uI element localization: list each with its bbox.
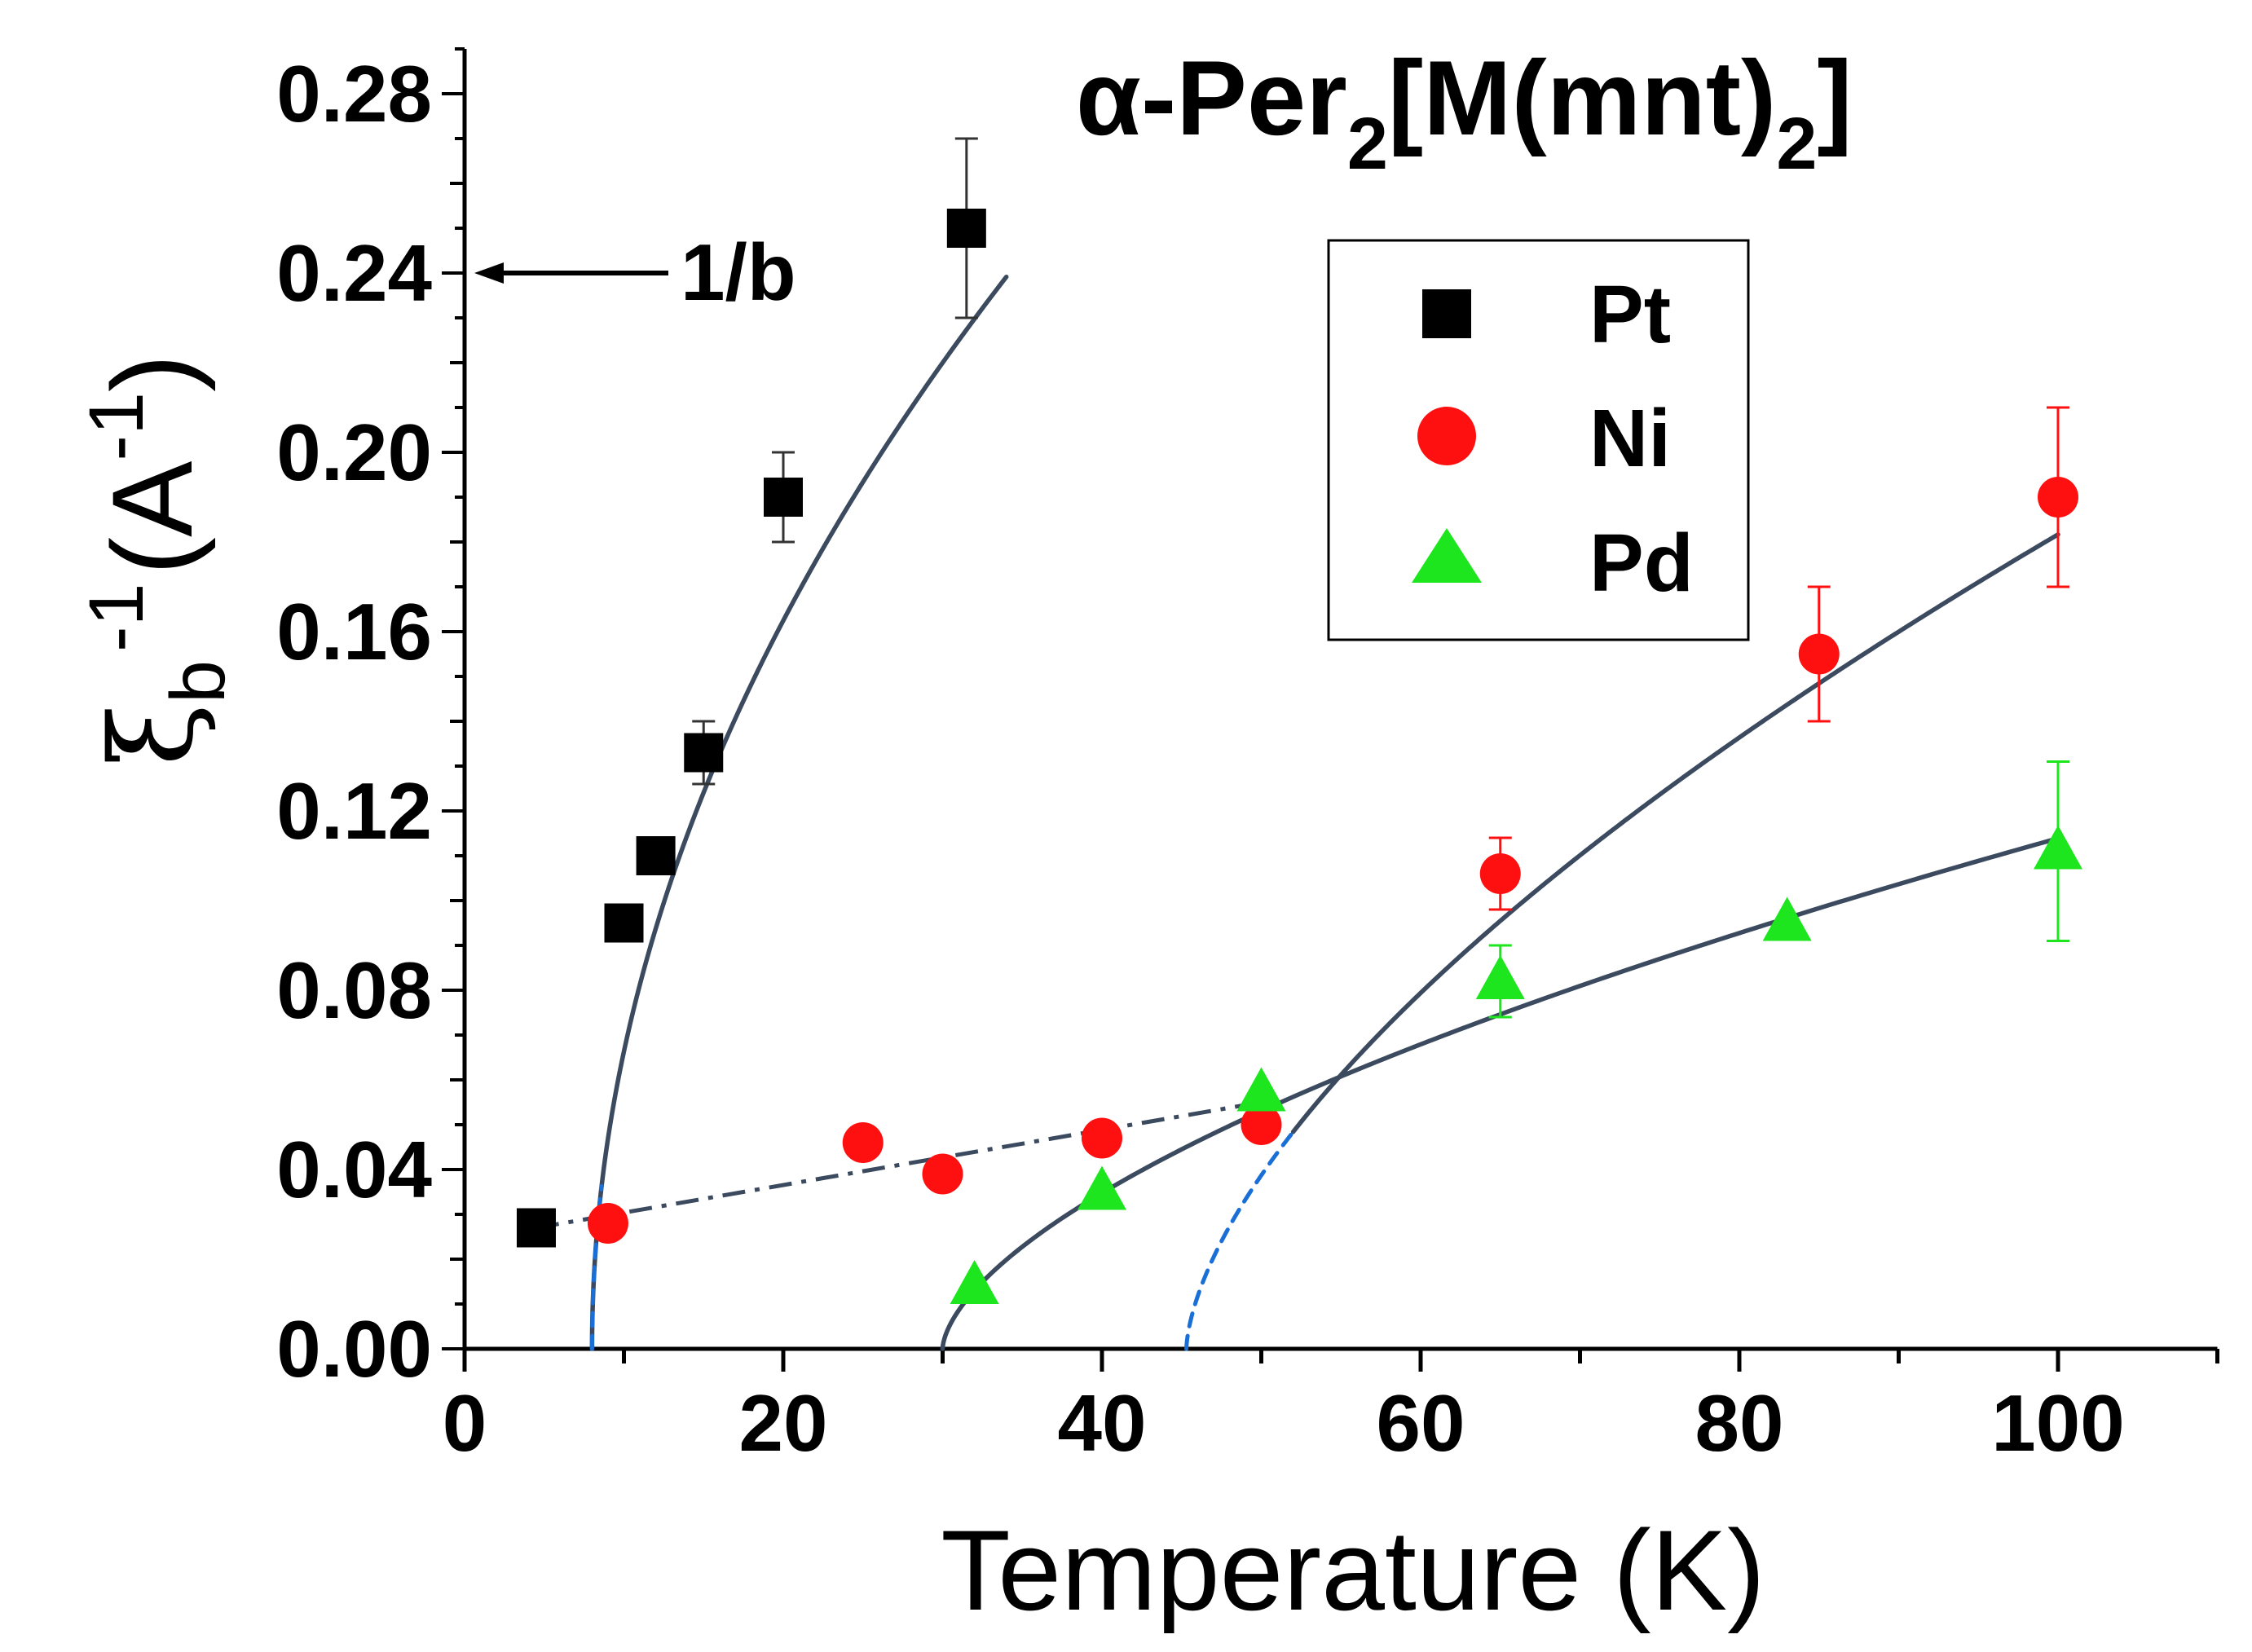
x-tick-label: 60 xyxy=(1376,1378,1465,1468)
annotation-arrow-head xyxy=(474,262,504,284)
chart-title-sub1: 2 xyxy=(1347,104,1388,185)
chart-title-sub2: 2 xyxy=(1776,104,1817,185)
x-tick-label: 20 xyxy=(738,1378,827,1468)
point-ni xyxy=(1479,853,1521,894)
legend-marker-pd xyxy=(1412,528,1482,583)
y-axis-unit-open: (A xyxy=(88,460,216,575)
point-ni xyxy=(842,1122,884,1163)
point-pd xyxy=(1762,896,1812,941)
y-axis-subscript: b xyxy=(155,660,241,703)
y-tick-label: 0.08 xyxy=(276,945,432,1035)
point-ni xyxy=(2038,477,2078,518)
y-tick-label: 0.24 xyxy=(276,228,432,318)
point-pd xyxy=(950,1260,999,1304)
point-pt xyxy=(604,903,644,943)
x-tick-label: 80 xyxy=(1695,1378,1783,1468)
annotation-label: 1/b xyxy=(681,227,796,317)
chart-title-suffix: ] xyxy=(1817,38,1852,157)
point-ni xyxy=(1241,1104,1282,1145)
point-ni xyxy=(1798,633,1840,675)
y-axis-superscript: -1 xyxy=(73,584,160,652)
legend-box xyxy=(1327,239,1750,641)
fit-curves xyxy=(535,274,2060,1351)
legend-label-pt: Pt xyxy=(1589,269,1671,360)
point-ni xyxy=(587,1203,628,1244)
point-pt xyxy=(946,209,986,248)
y-tick-label: 0.20 xyxy=(276,407,432,497)
data-points xyxy=(516,137,2082,1304)
point-pd xyxy=(1475,955,1525,999)
point-pt xyxy=(764,478,803,517)
legend: Pt Ni Pd xyxy=(1327,239,1750,641)
y-axis-title: ξb-1(A-1) xyxy=(73,354,241,766)
chart-title-prefix: α-Per xyxy=(1076,38,1347,157)
chart-title-middle: [M(mnt) xyxy=(1388,38,1776,157)
point-ni xyxy=(922,1153,963,1195)
legend-marker-ni xyxy=(1417,407,1476,465)
point-pd xyxy=(2034,825,2082,870)
fit-curve-2 xyxy=(940,835,2060,1351)
y-tick-label: 0.00 xyxy=(276,1304,432,1394)
y-axis-symbol: ξ xyxy=(86,703,219,766)
y-tick-label: 0.16 xyxy=(276,587,432,676)
legend-label-ni: Ni xyxy=(1589,393,1671,484)
legend-label-pd: Pd xyxy=(1589,518,1694,609)
y-axis-unit-close: ) xyxy=(88,354,216,392)
fit-curve-1 xyxy=(1290,532,2060,1134)
point-pd xyxy=(1236,1067,1286,1112)
x-tick-label: 40 xyxy=(1057,1378,1146,1468)
point-ni xyxy=(1082,1117,1122,1159)
x-tick-label: 0 xyxy=(443,1378,487,1468)
point-pt xyxy=(636,836,676,875)
annotation: 1/b xyxy=(474,227,796,317)
point-pt xyxy=(516,1208,556,1248)
point-pd xyxy=(1078,1165,1126,1210)
point-pt xyxy=(684,733,724,773)
legend-marker-pt xyxy=(1422,289,1471,338)
y-tick-label: 0.04 xyxy=(276,1125,432,1214)
fit-curve-4 xyxy=(1184,1130,1296,1351)
y-tick-label: 0.12 xyxy=(276,766,432,856)
axes: 0 20 40 60 80 100 0.00 0.04 0.08 0.12 0.16 0.20 0.24… xyxy=(276,47,2219,1468)
y-tick-label: 0.28 xyxy=(276,49,432,139)
x-axis-title: Temperature (K) xyxy=(941,1506,1765,1634)
guide-line xyxy=(535,1100,1262,1230)
fit-curve-0 xyxy=(589,274,1009,1351)
chart-title: α-Per2[M(mnt)2] xyxy=(1076,38,1853,185)
y-axis-unit-sup: -1 xyxy=(73,392,160,460)
x-tick-label: 100 xyxy=(1991,1378,2125,1468)
